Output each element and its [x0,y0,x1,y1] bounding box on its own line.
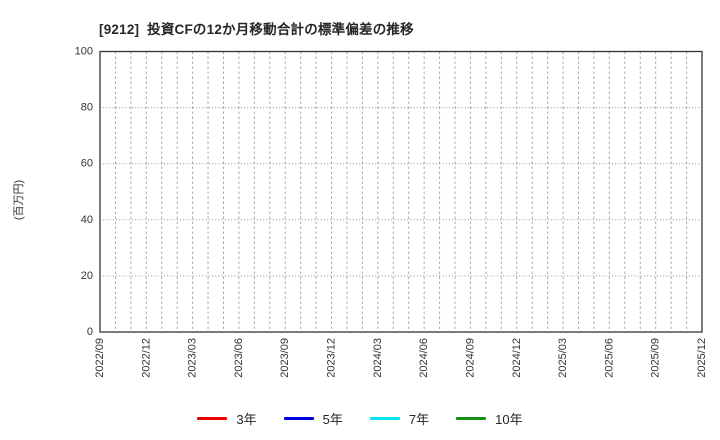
legend-label: 3年 [236,411,257,427]
chart-title: [9212] 投資CFの12か月移動合計の標準偏差の推移 [99,22,414,37]
legend-label: 10年 [495,411,523,427]
legend-item: 5年 [283,409,343,428]
x-tick-label: 2025/09 [650,338,662,378]
y-tick-label: 100 [75,46,93,58]
x-tick-label: 2023/06 [233,338,245,378]
plot-border [99,50,703,333]
y-tick-label: 40 [81,214,93,226]
legend-label: 7年 [408,411,430,427]
x-tick-label: 2023/09 [279,338,291,378]
legend-item: 7年 [369,409,430,428]
y-tick-label: 80 [81,102,93,114]
y-tick-label: 20 [81,270,93,282]
x-tick-label: 2023/03 [187,338,199,378]
legend-line-swatch [197,416,228,420]
x-tick-label: 2024/12 [511,338,523,378]
legend-label: 5年 [322,411,343,427]
legend-item: 3年 [197,409,257,428]
x-tick-label: 2024/06 [418,338,430,378]
x-tick-label: 2025/06 [603,338,615,378]
legend-line-swatch [456,416,487,420]
legend-item: 10年 [456,409,523,428]
legend: 3年 5年 7年 10年 [0,405,720,431]
x-tick-label: 2024/09 [464,338,476,378]
x-tick-label: 2022/12 [140,338,152,378]
x-tick-label: 2022/09 [94,338,106,378]
x-tick-label: 2025/03 [557,338,569,378]
x-tick-label: 2025/12 [696,338,708,378]
legend-line-swatch [283,416,314,420]
y-tick-label: 0 [87,326,93,338]
legend-line-swatch [369,416,400,420]
x-tick-label: 2023/12 [326,338,338,378]
y-tick-label: 60 [81,158,93,170]
x-tick-label: 2024/03 [372,338,384,378]
